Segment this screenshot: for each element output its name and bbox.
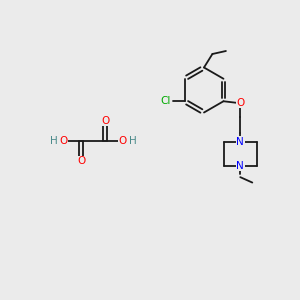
Text: O: O <box>59 136 67 146</box>
Text: O: O <box>119 136 127 146</box>
Text: H: H <box>50 136 57 146</box>
Text: Cl: Cl <box>160 96 170 106</box>
Text: H: H <box>129 136 136 146</box>
Text: O: O <box>236 98 244 108</box>
Text: N: N <box>236 161 244 171</box>
Text: O: O <box>77 156 85 167</box>
Text: O: O <box>101 116 109 126</box>
Text: N: N <box>236 137 244 147</box>
